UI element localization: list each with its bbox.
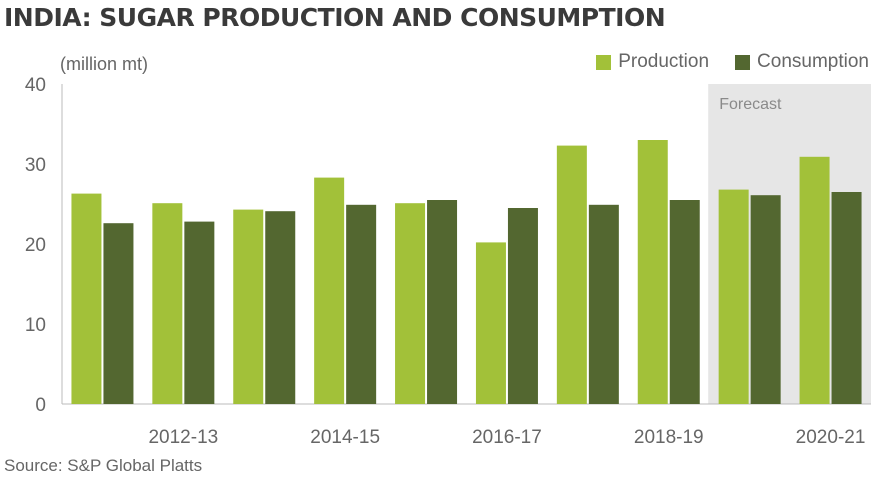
bar-production (233, 209, 264, 404)
bar-consumption (831, 192, 862, 404)
y-tick-label: 20 (25, 235, 46, 256)
bar-production (799, 156, 830, 404)
y-tick-label: 30 (25, 155, 46, 176)
bar-consumption (507, 208, 538, 404)
bar-consumption (750, 195, 781, 404)
bar-production (556, 145, 587, 404)
legend-swatch-consumption (735, 54, 751, 70)
y-tick-label: 40 (25, 75, 46, 96)
x-tick-label: 2014-15 (310, 427, 380, 448)
legend-swatch-production (596, 54, 612, 70)
bar-consumption (427, 200, 458, 404)
bar-production (152, 203, 183, 404)
bar-consumption (103, 223, 134, 404)
bar-production (395, 203, 426, 404)
legend-label-production: Production (618, 51, 710, 72)
bar-production (637, 140, 668, 404)
y-tick-label: 0 (35, 395, 46, 416)
bar-consumption (265, 211, 296, 404)
legend-item-production: Production (596, 51, 709, 73)
x-tick-label: 2012-13 (148, 427, 218, 448)
y-tick-label: 10 (25, 315, 46, 336)
legend: Production Consumption (570, 51, 869, 73)
bar-consumption (346, 204, 377, 404)
bar-consumption (669, 200, 700, 404)
chart-title: INDIA: SUGAR PRODUCTION AND CONSUMPTION (4, 3, 666, 32)
x-tick-label: 2016-17 (472, 427, 542, 448)
legend-label-consumption: Consumption (757, 51, 869, 72)
bar-production (718, 189, 749, 404)
bar-consumption (588, 204, 619, 404)
legend-item-consumption: Consumption (735, 51, 869, 73)
y-unit-label: (million mt) (60, 54, 148, 74)
bar-production (71, 193, 102, 404)
bar-production (475, 242, 506, 404)
source-note: Source: S&P Global Platts (4, 456, 203, 475)
x-tick-label: 2018-19 (634, 427, 704, 448)
x-tick-label: 2020-21 (796, 427, 866, 448)
bar-consumption (184, 221, 215, 404)
bar-production (314, 177, 345, 404)
forecast-label: Forecast (719, 96, 782, 113)
